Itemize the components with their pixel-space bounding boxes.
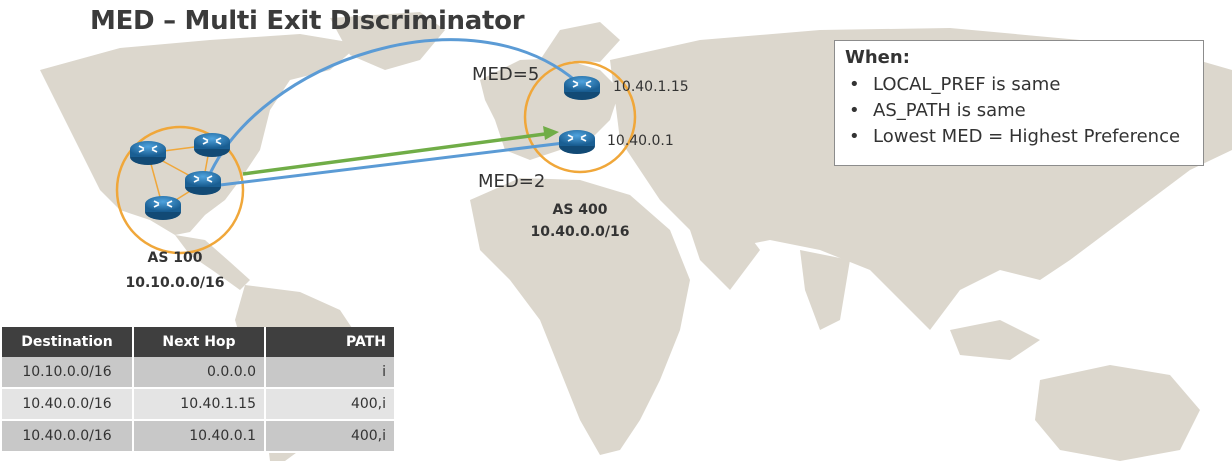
router-icon	[145, 196, 181, 220]
column-header-next-hop: Next Hop	[133, 327, 265, 357]
router-ip-upper: 10.40.1.15	[613, 79, 689, 95]
cell-path: 400,i	[265, 388, 395, 420]
page-title: MED – Multi Exit Discriminator	[90, 6, 524, 36]
med2-label: MED=2	[478, 171, 545, 192]
router-ip-lower: 10.40.0.1	[607, 133, 674, 149]
column-header-path: PATH	[265, 327, 395, 357]
cell-destination: 10.10.0.0/16	[2, 357, 133, 388]
condition-item: Lowest MED = Highest Preference	[845, 124, 1193, 150]
cell-destination: 10.40.0.0/16	[2, 388, 133, 420]
cell-path: i	[265, 357, 395, 388]
cell-next-hop: 10.40.0.1	[133, 420, 265, 452]
cell-path: 400,i	[265, 420, 395, 452]
condition-item: AS_PATH is same	[845, 98, 1193, 124]
cell-destination: 10.40.0.0/16	[2, 420, 133, 452]
router-icon	[559, 130, 595, 154]
as100-name: AS 100	[147, 250, 202, 266]
table-row: 10.40.0.0/16 10.40.0.1 400,i	[2, 420, 395, 452]
cell-next-hop: 10.40.1.15	[133, 388, 265, 420]
med5-label: MED=5	[472, 64, 539, 85]
as100-prefix: 10.10.0.0/16	[126, 275, 225, 291]
column-header-destination: Destination	[2, 327, 133, 357]
conditions-box: When: LOCAL_PREF is same AS_PATH is same…	[834, 40, 1204, 166]
table-row: 10.40.0.0/16 10.40.1.15 400,i	[2, 388, 395, 420]
router-icon	[185, 171, 221, 195]
conditions-heading: When:	[845, 47, 1193, 68]
preferred-path-arrow	[243, 134, 545, 174]
bgp-table: Destination Next Hop PATH 10.10.0.0/16 0…	[2, 327, 396, 453]
cell-next-hop: 0.0.0.0	[133, 357, 265, 388]
router-icon	[130, 141, 166, 165]
router-icon	[194, 133, 230, 157]
table-header-row: Destination Next Hop PATH	[2, 327, 395, 357]
condition-item: LOCAL_PREF is same	[845, 72, 1193, 98]
as400-prefix: 10.40.0.0/16	[531, 224, 630, 240]
as400-name: AS 400	[552, 202, 607, 218]
table-row: 10.10.0.0/16 0.0.0.0 i	[2, 357, 395, 388]
conditions-list: LOCAL_PREF is same AS_PATH is same Lowes…	[845, 72, 1193, 150]
router-icon	[564, 76, 600, 100]
